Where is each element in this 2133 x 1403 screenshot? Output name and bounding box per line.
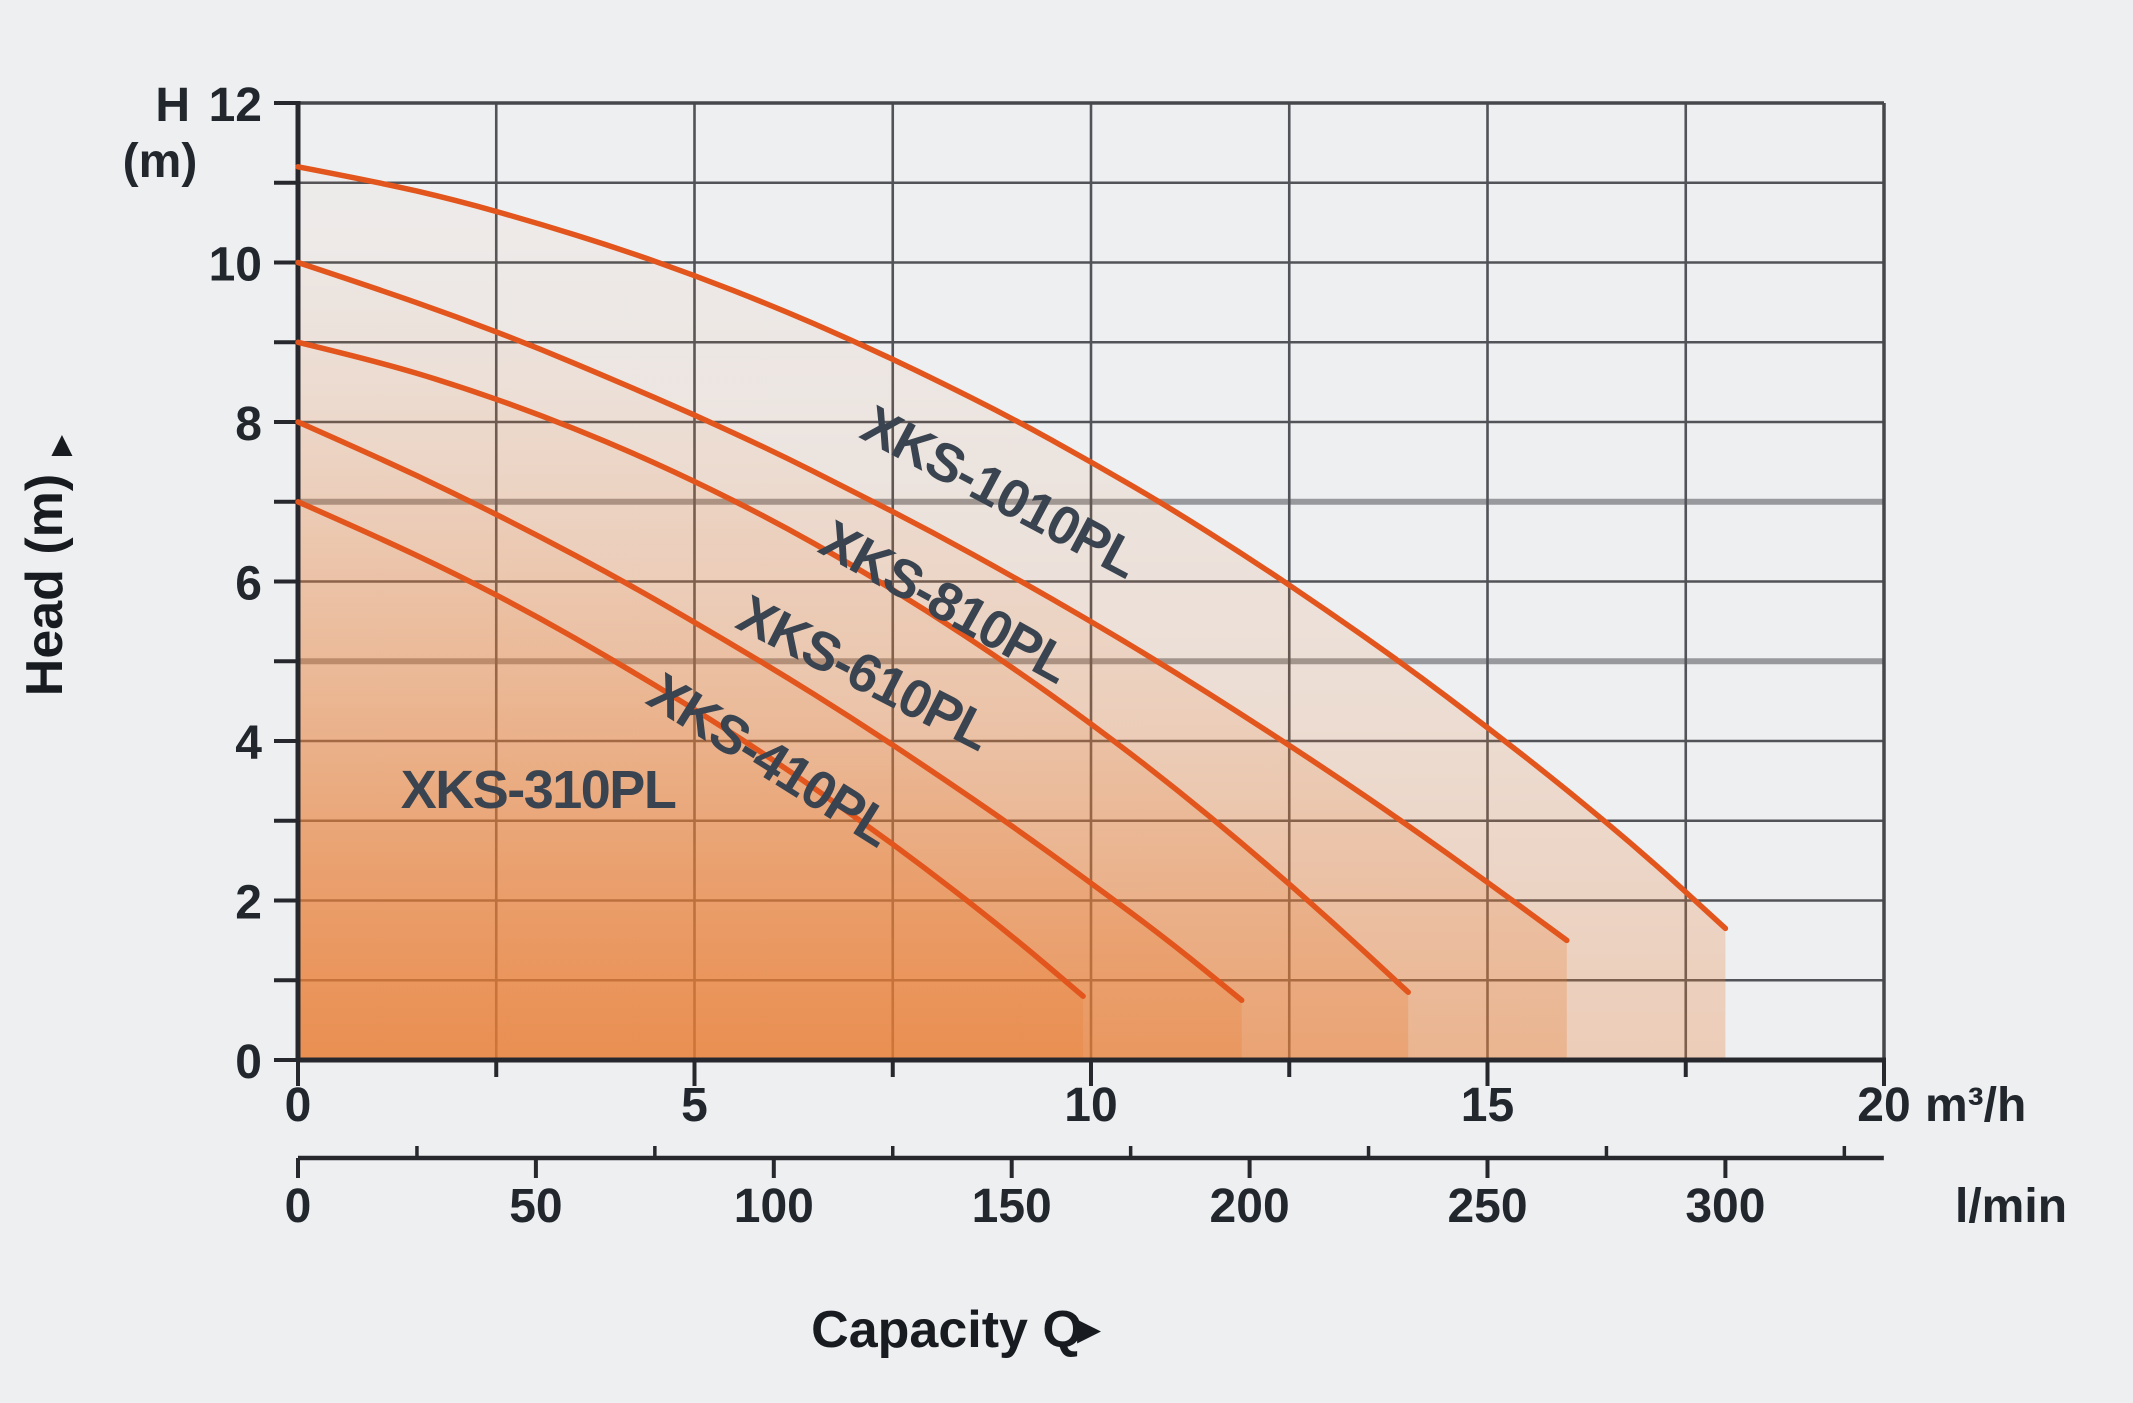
pump-curve — [295, 339, 1411, 995]
lmin-tick-label: 250 — [1447, 1180, 1527, 1233]
lmin-tick-label: 100 — [734, 1180, 814, 1233]
lmin-tick-label: 300 — [1685, 1180, 1765, 1233]
pump-curve — [295, 164, 1729, 932]
y-axis-up-arrow-icon: ▲ — [44, 423, 80, 464]
y-tick-label: 12 — [209, 79, 262, 132]
x-tick-label: 5 — [681, 1079, 708, 1132]
x-axis-right-arrow-icon: ► — [1069, 1308, 1109, 1352]
y-tick-label: 10 — [209, 239, 262, 292]
y-axis-title: Head (m) — [16, 474, 74, 696]
x-tick-label: 20 — [1857, 1079, 1910, 1132]
x-tick-label: 15 — [1461, 1079, 1514, 1132]
pump-curves — [295, 164, 1729, 1003]
y-tick-label: 0 — [235, 1036, 262, 1089]
x-secondary-unit-label: l/min — [1955, 1180, 2067, 1233]
x-axis-title: Capacity Q — [811, 1301, 1083, 1359]
y-axis-symbol: H — [155, 79, 190, 132]
lmin-tick-label: 200 — [1210, 1180, 1290, 1233]
y-axis-unit-label: (m) — [123, 135, 198, 188]
lmin-tick-label: 150 — [972, 1180, 1052, 1233]
pump-curve — [295, 499, 1086, 999]
pump-curve-fill — [298, 166, 1726, 1061]
y-tick-label: 6 — [235, 558, 262, 611]
x-tick-label: 10 — [1064, 1079, 1117, 1132]
pump-curve — [295, 259, 1570, 944]
curve-fill-areas — [298, 166, 1726, 1061]
x-primary-unit-label: m³/h — [1925, 1079, 2026, 1132]
x-tick-label: 0 — [285, 1079, 312, 1132]
y-tick-label: 4 — [235, 717, 262, 770]
y-tick-label: 2 — [235, 877, 262, 930]
pump-curve — [295, 419, 1245, 1003]
lmin-tick-label: 50 — [509, 1180, 562, 1233]
curve-label: XKS-310PL — [401, 760, 676, 820]
y-tick-label: 8 — [235, 398, 262, 451]
lmin-tick-label: 0 — [285, 1180, 312, 1233]
